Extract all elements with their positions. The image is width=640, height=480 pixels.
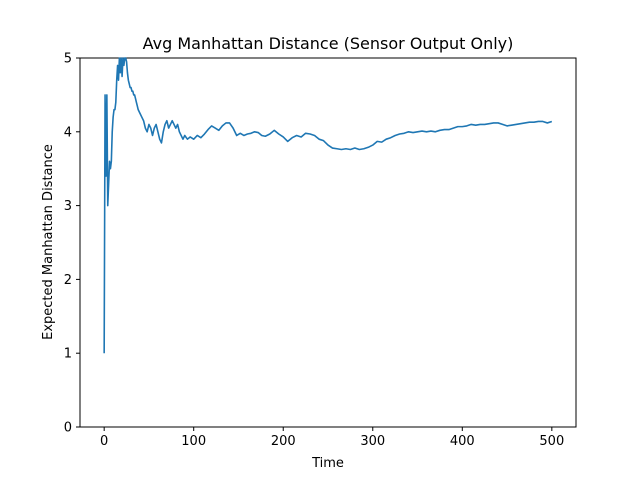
x-tick-label: 200 [271, 434, 296, 449]
x-tick-label: 300 [360, 434, 385, 449]
y-tick-label: 5 [64, 52, 72, 67]
y-tick-label: 4 [64, 125, 72, 140]
plot-frame [79, 57, 577, 428]
plot-area: 0 100 200 300 400 500 0 1 2 3 4 5 [64, 52, 577, 449]
y-tick-label: 1 [64, 347, 72, 362]
y-tick-label: 3 [64, 199, 72, 214]
x-axis-title: Time [311, 456, 344, 471]
x-tick-label: 500 [539, 434, 564, 449]
x-tick-label: 0 [100, 434, 108, 449]
x-tick-label: 400 [450, 434, 475, 449]
chart-title: Avg Manhattan Distance (Sensor Output On… [143, 34, 514, 53]
series-layer [103, 57, 553, 354]
series-line-0 [103, 57, 553, 354]
y-tick-label: 2 [64, 273, 72, 288]
y-tick-label: 0 [64, 421, 72, 436]
y-axis-title: Expected Manhattan Distance [41, 144, 56, 340]
x-tick-label: 100 [181, 434, 206, 449]
x-axis-ticks: 0 100 200 300 400 500 [100, 427, 564, 449]
y-axis-ticks: 0 1 2 3 4 5 [64, 52, 80, 436]
